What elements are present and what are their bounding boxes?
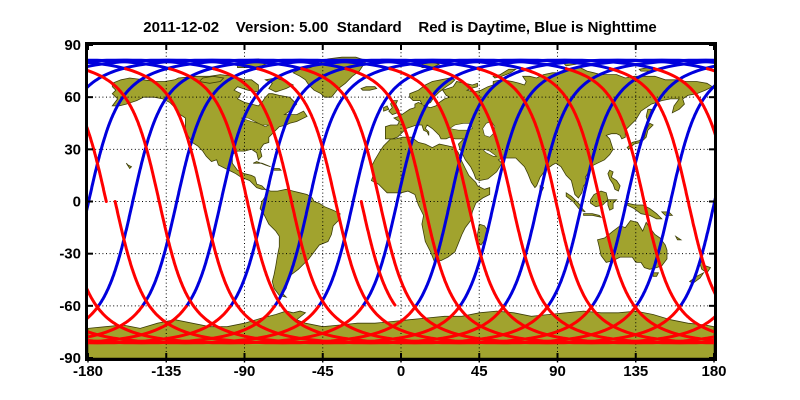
landmass-japan (626, 122, 654, 150)
landmass-cuba (253, 161, 271, 168)
landmass-iceland (360, 86, 378, 91)
axis-ticks (87, 44, 715, 363)
x-tick-label: 0 (397, 363, 405, 380)
y-tick-label: -30 (59, 246, 81, 263)
ground-tracks-daytime (88, 67, 714, 345)
y-tick-label: 60 (64, 89, 81, 106)
lake-persian-gulf (481, 149, 498, 157)
landmass-java (583, 213, 603, 218)
landmass-tasmania (652, 272, 660, 277)
x-tick-label: -180 (73, 363, 103, 380)
x-tick-label: 45 (471, 363, 488, 380)
landmass-ireland (383, 105, 390, 112)
x-tick-label: 135 (623, 363, 648, 380)
tick-labels: -180 -135 -90 -45 0 45 90 135 180 90 60 30 0 -30 -60 -9… (59, 37, 726, 380)
y-tick-label: -90 (59, 350, 81, 367)
x-tick-label: -135 (151, 363, 181, 380)
landmass-philippines (607, 169, 621, 192)
x-tick-label: -45 (312, 363, 334, 380)
y-tick-label: 30 (64, 141, 81, 158)
y-tick-label: 0 (73, 194, 81, 211)
landmass-sulawesi (607, 199, 618, 211)
y-tick-label: -60 (59, 298, 81, 315)
x-tick-label: 180 (701, 363, 726, 380)
landmass-hawaii (125, 162, 133, 170)
landmass-eurasia (385, 67, 714, 199)
x-tick-label: 90 (549, 363, 566, 380)
x-tick-label: -90 (234, 363, 256, 380)
plot-title: 2011-12-02 Version: 5.00 Standard Red is… (143, 19, 657, 36)
landmass-new-caledonia (674, 235, 683, 241)
lake-great-lakes (240, 117, 269, 128)
y-tick-label: 90 (64, 37, 81, 54)
landmass-victoria-island (198, 75, 225, 84)
